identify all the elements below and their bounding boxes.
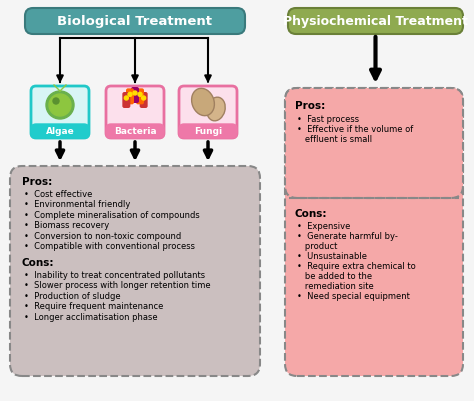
- Text: Algae: Algae: [46, 127, 74, 136]
- Text: •  Inability to treat concentrated pollutants: • Inability to treat concentrated pollut…: [24, 270, 205, 279]
- Circle shape: [138, 93, 142, 97]
- Text: Fungi: Fungi: [194, 127, 222, 136]
- Text: product: product: [297, 241, 337, 250]
- FancyBboxPatch shape: [31, 87, 89, 139]
- FancyBboxPatch shape: [106, 125, 164, 139]
- Text: Biological Treatment: Biological Treatment: [57, 16, 212, 28]
- Text: •  Unsustainable: • Unsustainable: [297, 251, 367, 260]
- Circle shape: [53, 99, 59, 105]
- Circle shape: [142, 97, 146, 101]
- Text: Physiochemical Treatment: Physiochemical Treatment: [283, 16, 468, 28]
- Text: •  Generate harmful by-: • Generate harmful by-: [297, 231, 398, 241]
- FancyBboxPatch shape: [31, 125, 89, 139]
- FancyBboxPatch shape: [285, 89, 463, 198]
- Circle shape: [124, 97, 128, 101]
- Ellipse shape: [191, 89, 214, 116]
- FancyBboxPatch shape: [106, 87, 164, 139]
- Text: •  Longer acclimatisation phase: • Longer acclimatisation phase: [24, 312, 158, 321]
- Text: •  Need special equipment: • Need special equipment: [297, 291, 410, 300]
- Text: •  Cost effective: • Cost effective: [24, 190, 92, 198]
- Circle shape: [49, 95, 71, 117]
- FancyBboxPatch shape: [136, 89, 144, 105]
- FancyBboxPatch shape: [10, 166, 260, 376]
- FancyBboxPatch shape: [126, 89, 134, 105]
- Text: •  Compatible with conventional process: • Compatible with conventional process: [24, 242, 195, 251]
- Text: •  Complete mineralisation of compounds: • Complete mineralisation of compounds: [24, 211, 200, 219]
- FancyBboxPatch shape: [179, 125, 237, 139]
- Circle shape: [128, 93, 132, 97]
- Text: be added to the: be added to the: [297, 271, 372, 280]
- Text: Pros:: Pros:: [22, 176, 52, 186]
- FancyBboxPatch shape: [179, 87, 237, 139]
- Circle shape: [133, 92, 137, 96]
- Text: •  Production of sludge: • Production of sludge: [24, 291, 120, 300]
- Text: •  Conversion to non-toxic compound: • Conversion to non-toxic compound: [24, 231, 181, 241]
- Text: Cons:: Cons:: [295, 209, 328, 219]
- FancyBboxPatch shape: [140, 93, 148, 109]
- Text: •  Biomass recovery: • Biomass recovery: [24, 221, 109, 230]
- Text: •  Environmental friendly: • Environmental friendly: [24, 200, 130, 209]
- Text: Cons:: Cons:: [22, 257, 55, 267]
- FancyBboxPatch shape: [131, 88, 139, 104]
- Text: Pros:: Pros:: [295, 101, 325, 111]
- FancyBboxPatch shape: [122, 93, 130, 109]
- Text: effluent is small: effluent is small: [297, 135, 372, 144]
- FancyBboxPatch shape: [285, 89, 463, 376]
- Ellipse shape: [207, 98, 225, 122]
- Text: •  Require frequent maintenance: • Require frequent maintenance: [24, 302, 164, 311]
- Text: •  Expensive: • Expensive: [297, 221, 350, 231]
- Circle shape: [46, 92, 74, 120]
- Text: •  Fast process: • Fast process: [297, 115, 359, 124]
- FancyBboxPatch shape: [25, 9, 245, 35]
- Text: Bacteria: Bacteria: [114, 127, 156, 136]
- Text: •  Require extra chemical to: • Require extra chemical to: [297, 261, 416, 270]
- FancyBboxPatch shape: [288, 9, 463, 35]
- Text: •  Slower process with longer retention time: • Slower process with longer retention t…: [24, 281, 210, 290]
- Text: remediation site: remediation site: [297, 281, 374, 290]
- Text: •  Effective if the volume of: • Effective if the volume of: [297, 125, 413, 134]
